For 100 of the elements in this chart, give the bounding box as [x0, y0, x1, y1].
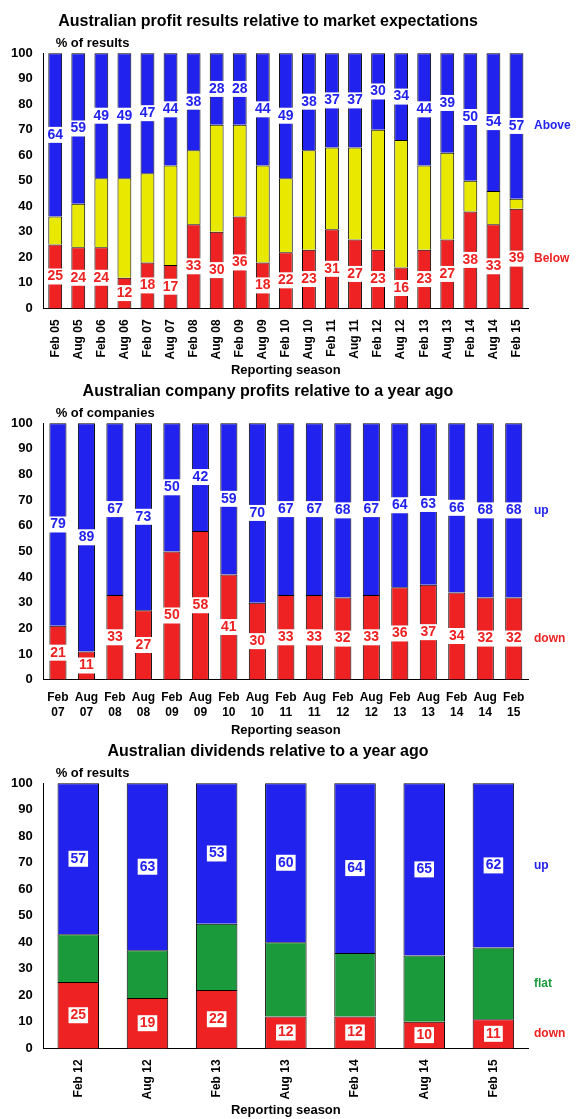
data-label: 58	[192, 596, 209, 613]
chart-title: Australian dividends relative to a year ago	[107, 742, 429, 760]
y-tick-label: 10	[18, 645, 33, 661]
x-axis-title: Reporting season	[230, 721, 341, 737]
series-label: down	[534, 630, 566, 645]
x-tick-label: Feb 14	[462, 319, 477, 358]
y-tick-label: 0	[25, 1039, 33, 1055]
y-tick-label: 10	[18, 274, 33, 290]
y-tick-label: 80	[18, 827, 33, 843]
data-label: 59	[221, 489, 237, 506]
data-label: 67	[107, 499, 123, 516]
x-tick-label: Aug 09	[255, 319, 270, 360]
series-label: Above	[534, 118, 571, 133]
y-tick-label: 40	[18, 933, 33, 949]
data-label: 62	[485, 856, 502, 873]
x-tick-label: Aug 13	[416, 690, 440, 719]
y-tick-label: 30	[18, 594, 33, 610]
data-label: 59	[70, 119, 87, 136]
x-tick-label: Aug 08	[208, 319, 223, 360]
data-label: 65	[416, 860, 433, 877]
data-label: 22	[208, 1010, 225, 1027]
chart-title: Australian profit results relative to market expectations	[58, 12, 478, 30]
x-tick-label: Feb 13	[389, 690, 411, 719]
x-tick-label: Feb 10	[218, 690, 240, 719]
data-label: 64	[47, 125, 64, 142]
x-tick-label: Feb 08	[104, 690, 126, 719]
x-tick-label: Feb 12	[332, 690, 354, 719]
x-tick-label: Aug 09	[188, 690, 213, 719]
x-tick-label: Aug 06	[116, 319, 131, 360]
data-label: 33	[363, 628, 380, 645]
x-tick-label: Feb 08	[185, 319, 200, 358]
data-label: 34	[393, 87, 410, 104]
data-label: 21	[50, 643, 66, 660]
data-label: 39	[508, 249, 525, 266]
data-label: 33	[278, 628, 294, 645]
data-label: 19	[139, 1014, 156, 1031]
data-label: 67	[306, 499, 323, 516]
data-label: 73	[135, 507, 152, 524]
chart-title: Australian company profits relative to a year ago	[82, 382, 454, 400]
data-label: 44	[254, 100, 271, 117]
x-tick-label: Feb 15	[485, 1059, 500, 1098]
y-axis-title: % of results	[55, 35, 130, 51]
y-tick-label: 70	[18, 491, 33, 507]
data-label: 11	[79, 656, 95, 673]
data-label: 18	[254, 276, 271, 293]
y-tick-label: 0	[25, 671, 33, 687]
x-tick-label: Aug 12	[393, 319, 408, 360]
y-tick-label: 90	[18, 70, 33, 86]
x-tick-label: Aug 10	[301, 319, 316, 360]
data-label: 30	[249, 632, 266, 648]
y-tick-label: 30	[18, 223, 33, 239]
x-tick-label: Feb 06	[93, 319, 108, 358]
x-tick-label: Feb 05	[47, 319, 62, 358]
y-tick-label: 50	[18, 542, 33, 558]
x-tick-label: Aug 05	[70, 319, 85, 360]
x-tick-label: Feb 09	[161, 690, 183, 719]
data-label: 68	[477, 501, 494, 518]
data-label: 28	[208, 79, 225, 96]
data-label: 30	[370, 82, 387, 99]
data-label: 37	[324, 91, 340, 108]
x-axis-title: Reporting season	[230, 1101, 341, 1117]
x-tick-label: Aug 08	[131, 690, 156, 719]
x-tick-label: Feb 07	[139, 319, 154, 358]
x-tick-label: Feb 14	[446, 690, 468, 719]
y-tick-label: 0	[25, 299, 33, 315]
data-label: 49	[116, 106, 133, 123]
data-label: 33	[485, 257, 502, 274]
data-label: 47	[139, 104, 156, 121]
data-label: 37	[347, 91, 364, 108]
data-label: 67	[278, 499, 294, 516]
data-label: 70	[249, 503, 266, 520]
x-tick-label: Feb 09	[232, 319, 247, 358]
data-label: 79	[50, 515, 66, 532]
data-label: 23	[301, 269, 317, 286]
series-label: down	[534, 1026, 566, 1041]
data-label: 32	[505, 629, 522, 646]
data-label: 10	[416, 1025, 433, 1042]
y-tick-label: 100	[10, 774, 33, 790]
data-label: 32	[335, 629, 351, 646]
y-tick-label: 90	[18, 801, 33, 817]
data-label: 54	[485, 112, 502, 129]
x-tick-label: Feb 11	[324, 319, 339, 357]
x-tick-label: Aug 14	[473, 690, 497, 719]
data-label: 25	[47, 267, 64, 284]
y-tick-label: 50	[18, 172, 33, 188]
x-tick-label: Feb 11	[275, 690, 297, 719]
data-label: 37	[420, 623, 437, 640]
x-tick-label: Aug 14	[485, 319, 500, 360]
data-label: 68	[505, 501, 522, 518]
series-label: up	[534, 857, 549, 872]
data-label: 18	[139, 276, 156, 293]
x-tick-label: Feb 13	[208, 1059, 223, 1098]
data-label: 24	[70, 268, 87, 285]
data-label: 25	[70, 1006, 87, 1023]
data-label: 33	[306, 628, 323, 645]
data-label: 66	[448, 498, 465, 515]
y-tick-label: 10	[18, 1013, 33, 1029]
x-tick-label: Feb 12	[370, 319, 385, 358]
data-label: 50	[164, 606, 180, 623]
data-label: 31	[324, 259, 340, 276]
